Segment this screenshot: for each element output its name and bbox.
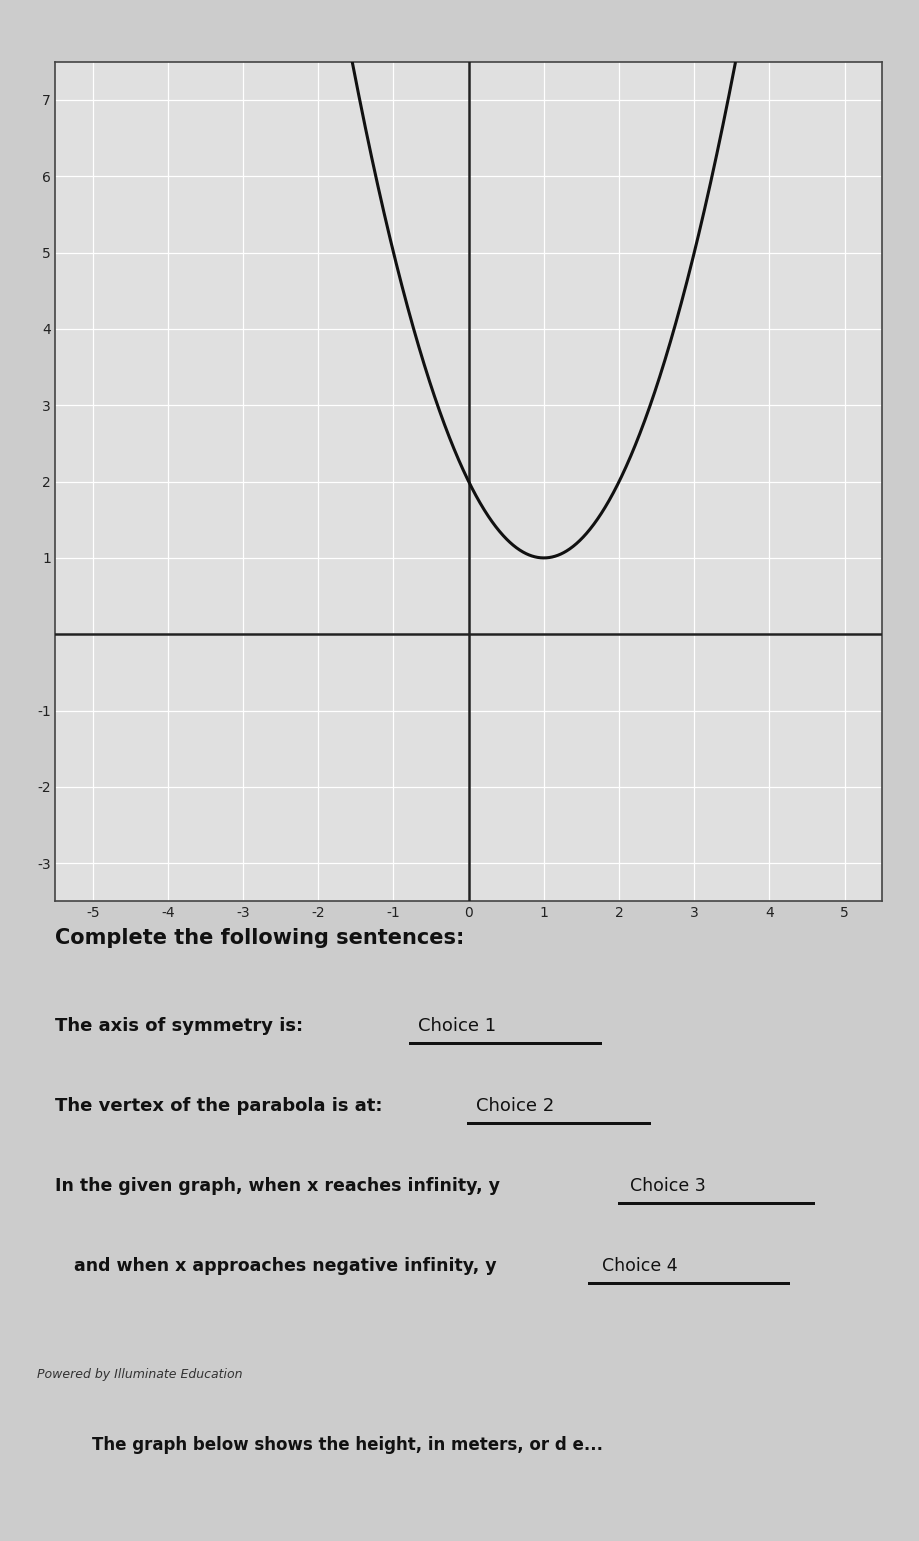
- Text: and when x approaches negative infinity, y: and when x approaches negative infinity,…: [74, 1257, 502, 1276]
- Text: Choice 2: Choice 2: [476, 1097, 554, 1116]
- Text: Powered by Illuminate Education: Powered by Illuminate Education: [37, 1368, 243, 1381]
- Text: The vertex of the parabola is at:: The vertex of the parabola is at:: [55, 1097, 389, 1116]
- Text: In the given graph, when x reaches infinity, y: In the given graph, when x reaches infin…: [55, 1177, 506, 1196]
- Text: Complete the following sentences:: Complete the following sentences:: [55, 928, 464, 948]
- Text: Choice 4: Choice 4: [602, 1257, 677, 1276]
- Text: Choice 1: Choice 1: [418, 1017, 496, 1036]
- Text: The graph below shows the height, in meters, or d e...: The graph below shows the height, in met…: [92, 1436, 603, 1455]
- Text: The axis of symmetry is:: The axis of symmetry is:: [55, 1017, 310, 1036]
- Text: Choice 3: Choice 3: [630, 1177, 705, 1196]
